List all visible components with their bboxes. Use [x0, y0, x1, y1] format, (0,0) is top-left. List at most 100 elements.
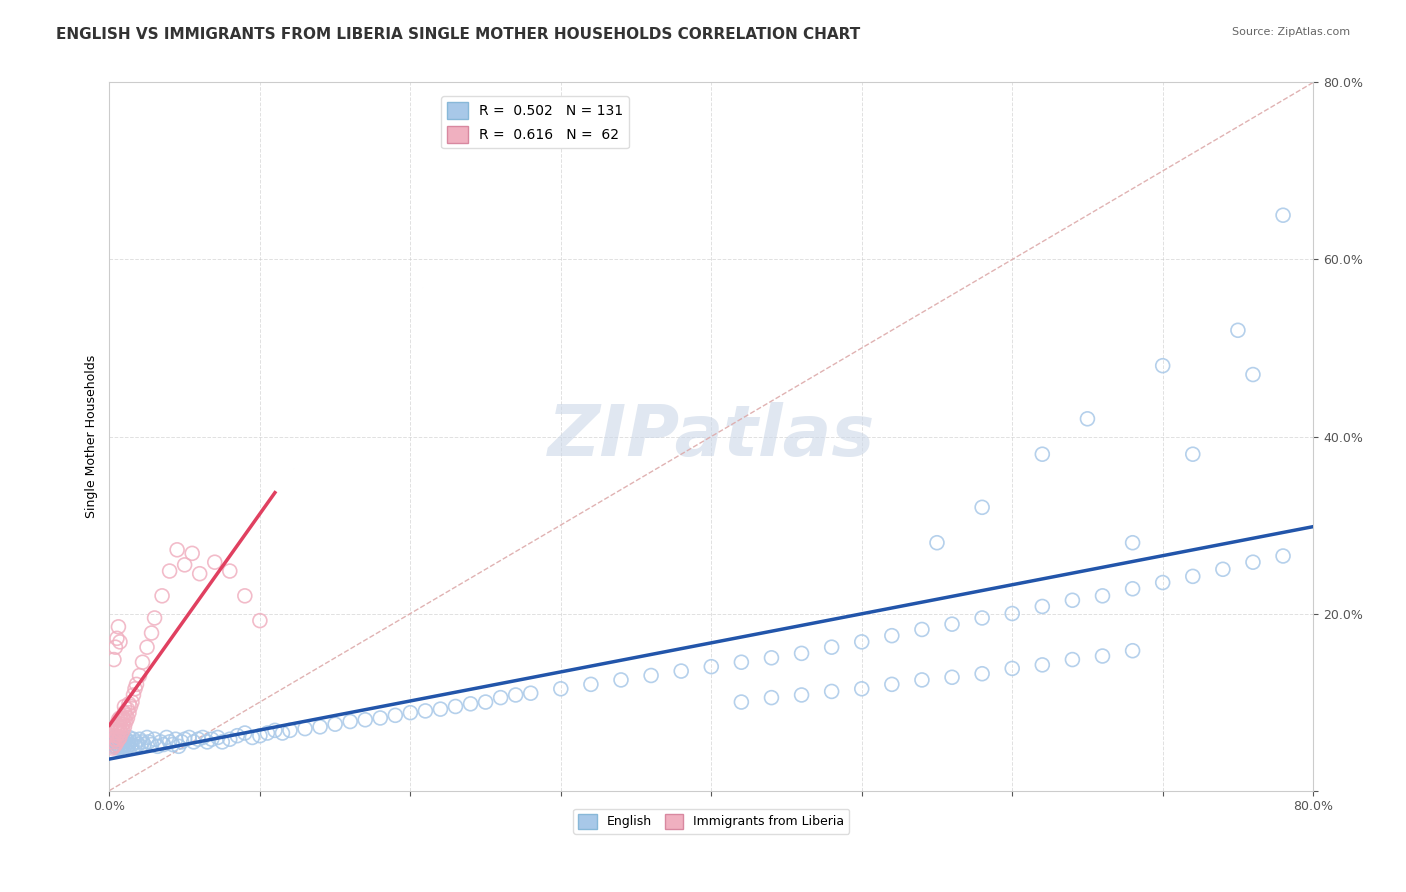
- Point: [204, 555, 226, 569]
- Point: [107, 732, 129, 747]
- Point: [339, 714, 361, 729]
- Point: [1091, 648, 1114, 663]
- Point: [1241, 555, 1264, 569]
- Point: [111, 711, 134, 725]
- Point: [114, 739, 136, 754]
- Point: [117, 735, 139, 749]
- Point: [143, 732, 166, 747]
- Point: [105, 717, 128, 731]
- Point: [122, 688, 145, 702]
- Point: [240, 731, 263, 745]
- Point: [1181, 447, 1204, 461]
- Point: [117, 711, 139, 725]
- Point: [118, 738, 141, 752]
- Point: [114, 720, 136, 734]
- Point: [105, 735, 128, 749]
- Point: [474, 695, 496, 709]
- Point: [1122, 644, 1144, 658]
- Point: [911, 623, 934, 637]
- Point: [294, 722, 316, 736]
- Point: [399, 706, 422, 720]
- Point: [278, 723, 301, 738]
- Point: [155, 731, 177, 745]
- Point: [108, 717, 131, 731]
- Point: [730, 655, 752, 669]
- Point: [115, 732, 138, 747]
- Point: [111, 717, 134, 731]
- Point: [111, 723, 134, 738]
- Point: [444, 699, 467, 714]
- Point: [640, 668, 662, 682]
- Text: Source: ZipAtlas.com: Source: ZipAtlas.com: [1232, 27, 1350, 37]
- Point: [107, 620, 129, 634]
- Point: [118, 697, 141, 711]
- Point: [1152, 359, 1174, 373]
- Point: [114, 735, 136, 749]
- Point: [851, 681, 873, 696]
- Point: [117, 702, 139, 716]
- Point: [103, 729, 125, 743]
- Point: [104, 738, 127, 752]
- Point: [152, 738, 174, 752]
- Point: [127, 738, 149, 752]
- Point: [108, 731, 131, 745]
- Point: [120, 699, 142, 714]
- Point: [972, 666, 994, 681]
- Point: [925, 535, 948, 549]
- Point: [610, 673, 633, 687]
- Point: [249, 729, 271, 743]
- Point: [972, 611, 994, 625]
- Point: [941, 670, 963, 684]
- Point: [323, 717, 346, 731]
- Point: [173, 558, 195, 572]
- Point: [146, 739, 169, 754]
- Point: [115, 714, 138, 729]
- Point: [141, 626, 163, 640]
- Point: [105, 741, 128, 756]
- Point: [105, 729, 128, 743]
- Point: [218, 732, 240, 747]
- Point: [233, 589, 256, 603]
- Point: [115, 738, 138, 752]
- Point: [107, 726, 129, 740]
- Point: [1241, 368, 1264, 382]
- Point: [114, 713, 136, 727]
- Point: [489, 690, 512, 705]
- Point: [121, 695, 143, 709]
- Point: [117, 739, 139, 754]
- Point: [159, 735, 181, 749]
- Point: [201, 732, 224, 747]
- Point: [143, 611, 166, 625]
- Point: [669, 664, 692, 678]
- Point: [911, 673, 934, 687]
- Point: [101, 735, 124, 749]
- Point: [1226, 323, 1249, 337]
- Point: [104, 735, 127, 749]
- Point: [233, 726, 256, 740]
- Point: [103, 735, 125, 749]
- Point: [125, 677, 148, 691]
- Legend: English, Immigrants from Liberia: English, Immigrants from Liberia: [574, 809, 849, 834]
- Text: ZIPatlas: ZIPatlas: [547, 402, 875, 471]
- Point: [195, 735, 218, 749]
- Point: [880, 629, 903, 643]
- Point: [118, 706, 141, 720]
- Point: [1212, 562, 1234, 576]
- Point: [103, 652, 125, 666]
- Point: [124, 739, 146, 754]
- Point: [141, 738, 163, 752]
- Point: [1031, 447, 1053, 461]
- Point: [128, 668, 150, 682]
- Point: [761, 690, 783, 705]
- Point: [105, 738, 128, 752]
- Point: [105, 732, 128, 747]
- Point: [1122, 535, 1144, 549]
- Point: [368, 711, 391, 725]
- Point: [188, 566, 211, 581]
- Point: [110, 732, 132, 747]
- Point: [111, 732, 134, 747]
- Point: [107, 720, 129, 734]
- Point: [110, 720, 132, 734]
- Point: [460, 697, 482, 711]
- Point: [111, 738, 134, 752]
